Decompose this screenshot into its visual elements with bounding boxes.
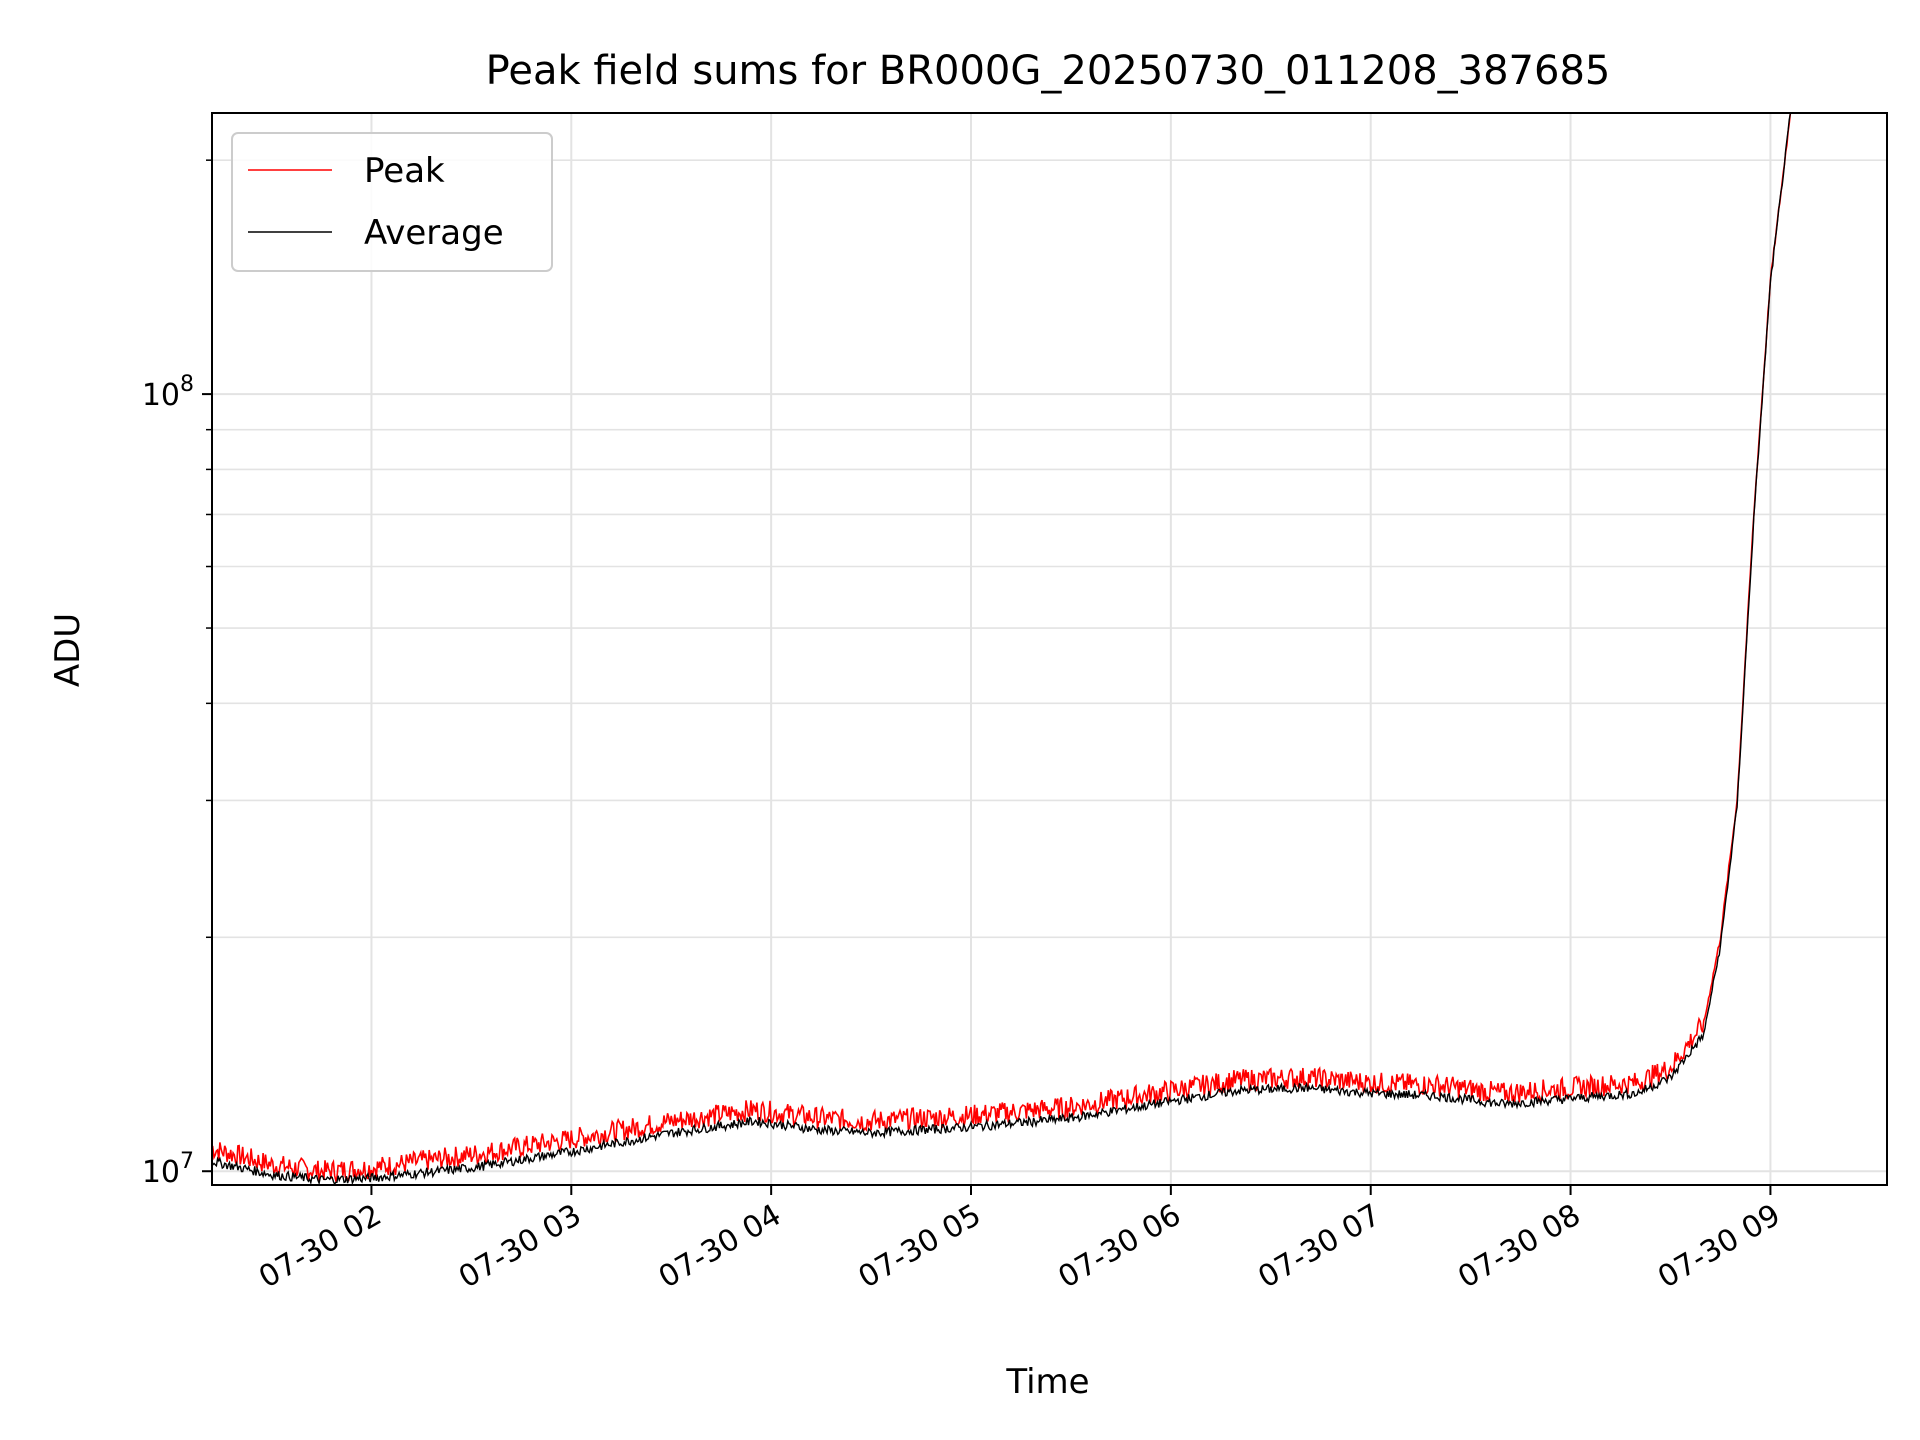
legend-label-peak: Peak bbox=[364, 151, 445, 191]
series-layer bbox=[212, 113, 1792, 1185]
legend-label-average: Average bbox=[364, 213, 504, 253]
chart-title: Peak field sums for BR000G_20250730_0112… bbox=[486, 48, 1611, 94]
y-axis-label: ADU bbox=[48, 613, 88, 687]
legend: Peak Average bbox=[231, 132, 553, 272]
x-axis-label: Time bbox=[1005, 1362, 1089, 1402]
plot-frame bbox=[211, 112, 1888, 1186]
series-line-average bbox=[212, 113, 1792, 1185]
series-line-peak bbox=[212, 113, 1792, 1184]
legend-box bbox=[231, 132, 553, 272]
y-tick-label: 108 bbox=[142, 372, 194, 413]
y-tick-label: 107 bbox=[142, 1149, 194, 1190]
